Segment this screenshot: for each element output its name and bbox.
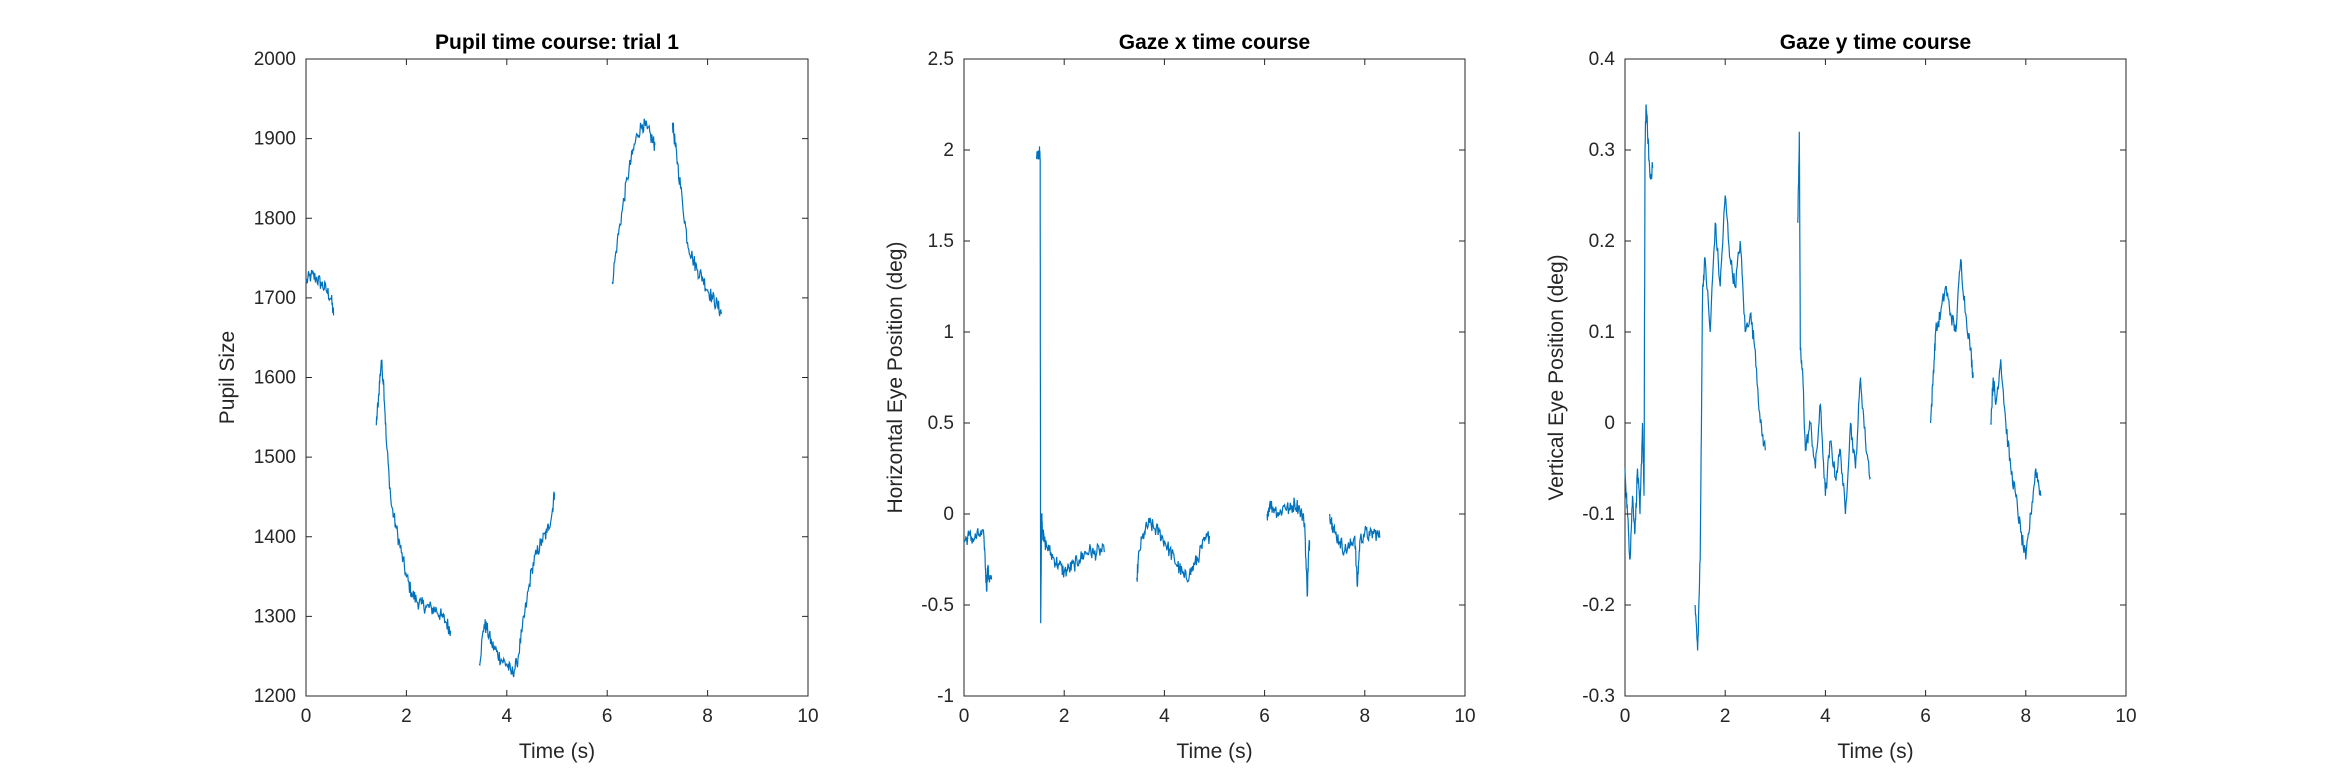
plot-area-gaze-y (1624, 58, 2127, 697)
y-axis-label-pupil: Pupil Size (216, 331, 239, 424)
y-tick-label-gaze-y-0: -0.3 (1582, 686, 1615, 707)
x-tick-label-gaze-x-1: 2 (1059, 706, 1070, 727)
series-line-gaze-y-1 (1694, 195, 1766, 651)
x-tick-label-gaze-x-3: 6 (1259, 706, 1270, 727)
x-tick-label-gaze-x-2: 4 (1159, 706, 1170, 727)
x-axis-label-gaze-x: Time (s) (1176, 740, 1252, 763)
y-tick-label-pupil-7: 1900 (254, 129, 296, 150)
y-tick-label-gaze-x-1: -0.5 (921, 595, 954, 616)
x-tick-label-gaze-y-5: 10 (2115, 706, 2136, 727)
series-line-pupil-4 (671, 122, 723, 317)
series-line-gaze-x-1 (1036, 146, 1105, 624)
chart-gaze-y: 0 2 4 6 8 10 -0.3 -0.2 -0.1 0 0.1 0.2 0.3 0.4 Gaze y t… (1545, 31, 2137, 763)
y-tick-label-pupil-4: 1600 (254, 368, 296, 389)
chart-gaze-x: 0 2 4 6 8 10 -1 -0.5 0 0.5 1 1.5 2 2.5 Gaze x time cou… (884, 31, 1476, 763)
x-tick-label-gaze-y-0: 0 (1620, 706, 1631, 727)
y-tick-label-pupil-0: 1200 (254, 686, 296, 707)
x-tick-label-pupil-3: 6 (602, 706, 613, 727)
plot-area-gaze-x (963, 58, 1466, 697)
series-line-gaze-y-0 (1624, 104, 1654, 560)
y-tick-label-gaze-y-6: 0.3 (1589, 140, 1615, 161)
y-tick-label-pupil-2: 1400 (254, 527, 296, 548)
x-tick-label-pupil-4: 8 (702, 706, 713, 727)
y-tick-label-pupil-5: 1700 (254, 288, 296, 309)
y-tick-label-gaze-x-7: 2.5 (928, 49, 954, 70)
series-line-gaze-x-4 (1329, 513, 1381, 587)
x-tick-label-gaze-x-4: 8 (1360, 706, 1371, 727)
x-axis-label-pupil: Time (s) (519, 740, 595, 763)
x-tick-label-gaze-y-3: 6 (1920, 706, 1931, 727)
y-tick-label-pupil-1: 1300 (254, 606, 296, 627)
x-tick-label-gaze-y-1: 2 (1720, 706, 1731, 727)
y-tick-label-gaze-y-4: 0.1 (1589, 322, 1615, 343)
y-tick-label-pupil-3: 1500 (254, 447, 296, 468)
y-tick-label-gaze-x-4: 1 (943, 322, 954, 343)
chart-title-pupil: Pupil time course: trial 1 (435, 31, 679, 54)
series-line-gaze-x-3 (1266, 497, 1311, 597)
series-line-pupil-3 (611, 118, 656, 285)
y-tick-label-pupil-6: 1800 (254, 208, 296, 229)
y-tick-label-gaze-x-0: -1 (937, 686, 954, 707)
y-tick-label-gaze-y-3: 0 (1604, 413, 1615, 434)
y-tick-label-pupil-8: 2000 (254, 49, 296, 70)
series-line-pupil-0 (305, 269, 335, 316)
y-tick-label-gaze-y-1: -0.2 (1582, 595, 1615, 616)
x-tick-label-pupil-2: 4 (502, 706, 513, 727)
series-line-gaze-y-2 (1797, 131, 1871, 515)
y-tick-label-gaze-y-2: -0.1 (1582, 504, 1615, 525)
series-line-gaze-y-3 (1930, 259, 1974, 424)
y-axis-label-gaze-x: Horizontal Eye Position (deg) (884, 242, 907, 514)
chart-title-gaze-x: Gaze x time course (1119, 31, 1310, 54)
x-tick-label-gaze-x-5: 10 (1454, 706, 1475, 727)
plot-area-pupil (305, 58, 809, 697)
x-tick-label-pupil-1: 2 (401, 706, 412, 727)
y-tick-label-gaze-x-6: 2 (943, 140, 954, 161)
x-tick-label-gaze-y-2: 4 (1820, 706, 1831, 727)
y-tick-label-gaze-x-2: 0 (943, 504, 954, 525)
x-tick-label-pupil-0: 0 (301, 706, 312, 727)
x-tick-label-gaze-y-4: 8 (2021, 706, 2032, 727)
y-tick-label-gaze-x-3: 0.5 (928, 413, 954, 434)
series-line-gaze-x-2 (1136, 517, 1211, 583)
x-tick-label-gaze-x-0: 0 (959, 706, 970, 727)
series-line-pupil-2 (478, 491, 556, 678)
x-axis-label-gaze-y: Time (s) (1837, 740, 1913, 763)
x-tick-label-pupil-5: 10 (797, 706, 818, 727)
y-axis-label-gaze-y: Vertical Eye Position (deg) (1545, 254, 1568, 500)
series-line-pupil-1 (375, 359, 452, 636)
series-line-gaze-x-0 (963, 528, 993, 592)
y-tick-label-gaze-x-5: 1.5 (928, 231, 954, 252)
chart-title-gaze-y: Gaze y time course (1780, 31, 1971, 54)
y-tick-label-gaze-y-5: 0.2 (1589, 231, 1615, 252)
chart-pupil: 0 2 4 6 8 10 1200 1300 1400 1500 1600 1700 1800 1900 2… (216, 31, 819, 763)
y-tick-label-gaze-y-7: 0.4 (1589, 49, 1616, 70)
series-line-gaze-y-4 (1990, 359, 2042, 560)
